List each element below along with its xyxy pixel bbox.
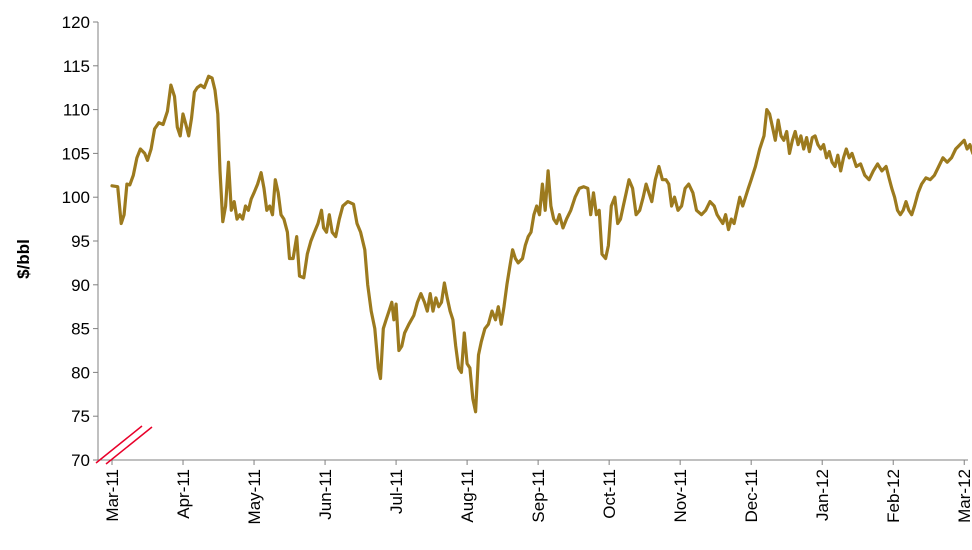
x-tick-label: Jun-11: [316, 469, 335, 520]
y-tick-label: 85: [71, 320, 90, 339]
x-tick-label: Aug-11: [458, 469, 477, 523]
x-tick-label: Feb-12: [884, 469, 903, 523]
x-tick-label: Dec-11: [742, 469, 761, 523]
y-axis-ticks: 70 75 80 85 90 95 100 105 110 115 120: [62, 13, 98, 470]
x-tick-label: Mar-12: [955, 469, 972, 523]
y-tick-label: 95: [71, 232, 90, 251]
x-tick-label: May-11: [245, 469, 264, 524]
x-axis-ticks: Mar-11 Apr-11 May-11 Jun-11 Jul-11 Aug-11 Sep-…: [103, 460, 972, 524]
y-axis-title: $/bbl: [14, 239, 33, 279]
y-tick-label: 100: [62, 188, 90, 207]
series-line-0: [110, 74, 972, 414]
y-tick-label: 75: [71, 407, 90, 426]
y-tick-label: 70: [71, 451, 90, 470]
x-tick-label: Sep-11: [529, 469, 548, 523]
x-tick-label: Jan-12: [813, 469, 832, 521]
y-tick-label: 110: [63, 101, 90, 120]
x-tick-label: Nov-11: [671, 469, 690, 523]
axis-break-marker: [95, 425, 153, 465]
axis-break-stroke: [95, 425, 143, 464]
y-tick-label: 80: [71, 363, 90, 382]
y-tick-label: 105: [62, 144, 90, 163]
y-tick-label: 115: [63, 57, 90, 76]
y-tick-label: 90: [71, 276, 90, 295]
axis-break-stroke: [105, 426, 153, 465]
x-tick-label: Apr-11: [174, 469, 193, 519]
x-tick-label: Mar-11: [103, 469, 122, 522]
x-tick-label: Jul-11: [387, 469, 406, 514]
series-layer: [110, 74, 972, 414]
x-tick-label: Oct-11: [600, 469, 619, 519]
y-tick-label: 120: [62, 13, 90, 32]
